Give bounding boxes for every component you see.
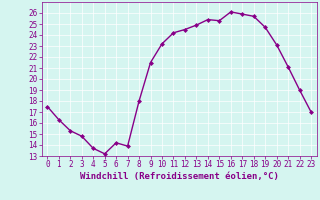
X-axis label: Windchill (Refroidissement éolien,°C): Windchill (Refroidissement éolien,°C) <box>80 172 279 181</box>
